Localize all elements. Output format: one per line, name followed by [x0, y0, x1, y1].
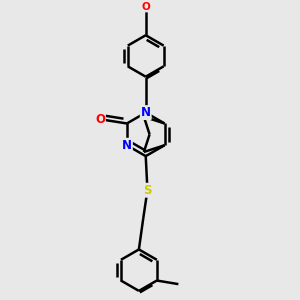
Text: N: N [141, 106, 151, 119]
Text: N: N [122, 139, 132, 152]
Text: O: O [141, 2, 150, 11]
Text: S: S [143, 184, 152, 197]
Text: O: O [95, 113, 105, 126]
